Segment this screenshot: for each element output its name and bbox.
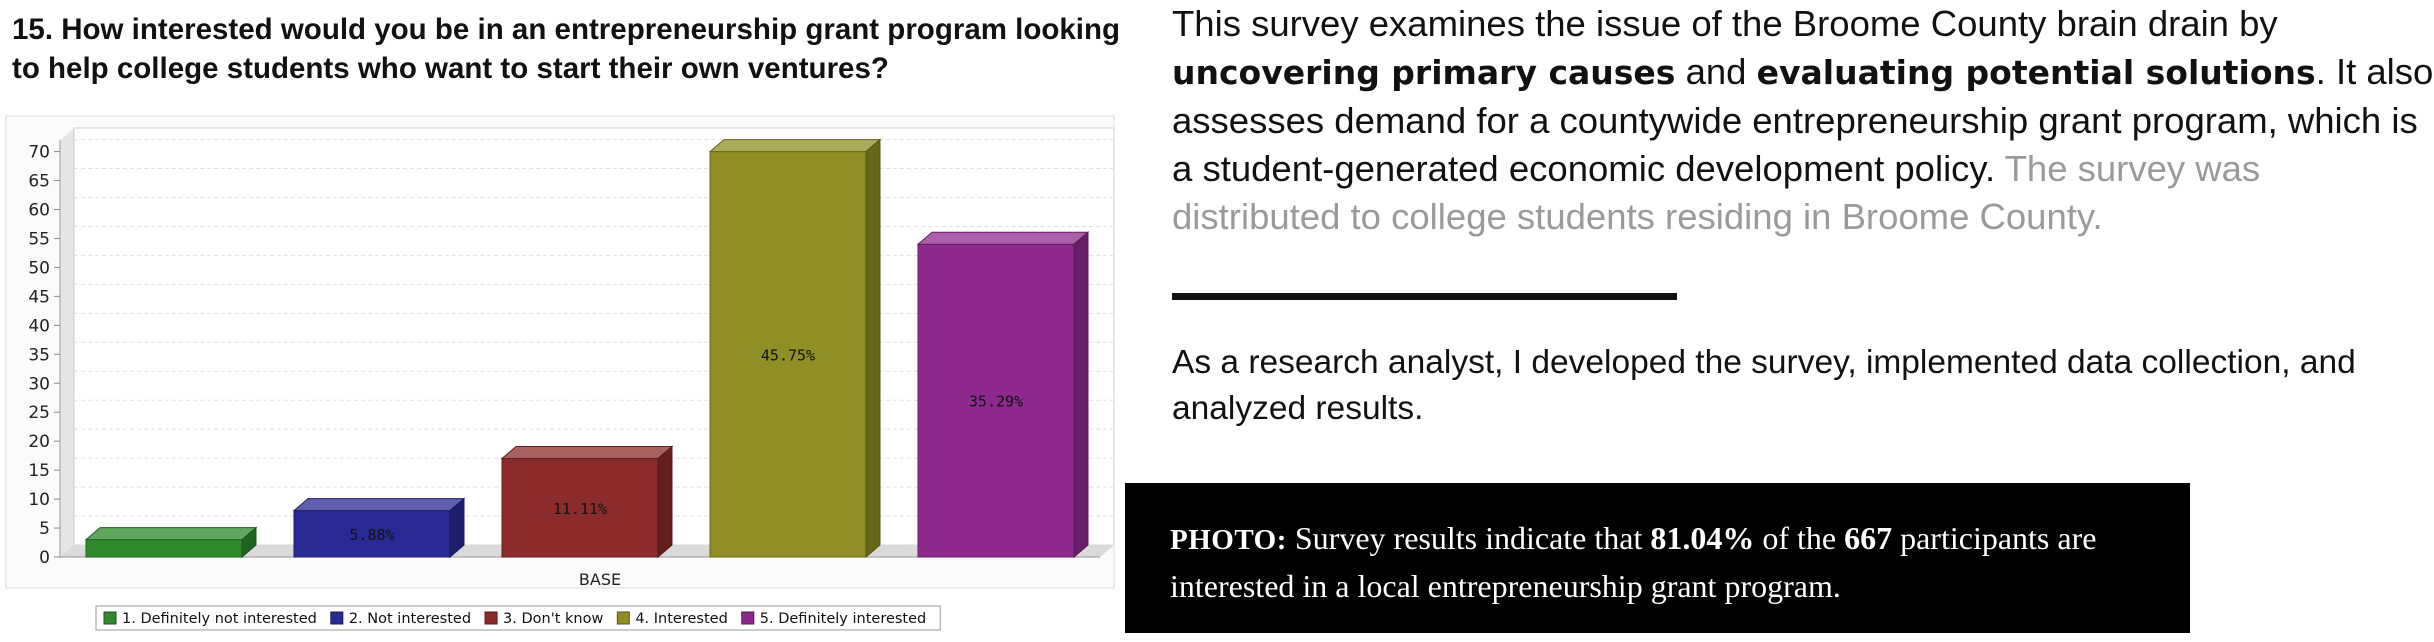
y-tick-label: 5 xyxy=(39,519,50,539)
photo-caption-box: PHOTO: Survey results indicate that 81.0… xyxy=(1125,483,2190,633)
bar-side xyxy=(241,526,257,559)
intro-text-1: This survey examines the issue of the Br… xyxy=(1172,3,2278,44)
bars: 5.88% 11.11% 45.75% 35.29% xyxy=(84,138,1090,559)
back-wall-left xyxy=(60,128,74,557)
legend-item-5: 5. Definitely interested xyxy=(741,611,926,627)
legend-label: 3. Don't know xyxy=(503,611,603,627)
analyst-role-text: As a research analyst, I developed the s… xyxy=(1172,344,2356,427)
bar-top xyxy=(500,446,674,460)
bar-top xyxy=(292,498,466,512)
bar-5: 35.29% xyxy=(916,231,1090,559)
legend-item-4: 4. Interested xyxy=(616,611,728,627)
legend-label: 2. Not interested xyxy=(349,611,471,627)
x-axis-label: BASE xyxy=(579,570,621,589)
bar-chart: 0 5 10 15 20 25 30 35 40 45 50 55 60 65 70 BASE 5.88% 11… xyxy=(5,115,1115,631)
bar-1 xyxy=(84,526,258,559)
legend-item-2: 2. Not interested xyxy=(330,611,471,627)
y-tick-label: 55 xyxy=(28,229,50,249)
legend-label: 4. Interested xyxy=(635,611,727,627)
y-tick-label: 65 xyxy=(28,172,50,192)
photo-percentage: 81.04% xyxy=(1650,520,1755,556)
bar-top xyxy=(708,139,882,153)
y-tick-label: 70 xyxy=(28,143,50,163)
bar-data-label: 35.29% xyxy=(969,393,1023,411)
bar-front xyxy=(709,151,867,558)
intro-text-3: . It also assesses demand for a countywi… xyxy=(1172,51,2434,189)
y-tick-label: 50 xyxy=(28,258,50,278)
bar-front xyxy=(293,510,451,558)
intro-keyword-causes: uncovering primary causes xyxy=(1172,53,1676,92)
chart-legend: 1. Definitely not interested 2. Not inter… xyxy=(95,605,941,631)
photo-caption: PHOTO: Survey results indicate that 81.0… xyxy=(1170,515,2170,609)
legend-item-3: 3. Don't know xyxy=(484,611,603,627)
legend-box xyxy=(95,605,941,631)
intro-keyword-solutions: evaluating potential solutions xyxy=(1756,53,2316,92)
bar-2: 5.88% xyxy=(292,497,466,559)
y-tick-label: 30 xyxy=(28,374,50,394)
bar-side xyxy=(657,445,673,559)
legend-swatch xyxy=(330,611,344,625)
bar-data-label: 45.75% xyxy=(761,346,815,364)
bar-data-label: 11.11% xyxy=(553,500,607,518)
y-tick-label: 45 xyxy=(28,287,50,307)
bar-side xyxy=(449,497,465,559)
photo-text-3: participants are interested in a local e… xyxy=(1170,520,2097,604)
y-tick-label: 25 xyxy=(28,403,50,423)
bar-front xyxy=(85,539,243,558)
photo-text-1: Survey results indicate that xyxy=(1286,520,1651,556)
photo-participant-count: 667 xyxy=(1844,520,1893,556)
bar-side xyxy=(865,138,881,559)
bar-data-label: 5.88% xyxy=(349,526,394,544)
bar-top xyxy=(84,527,258,541)
legend-swatch xyxy=(616,611,630,625)
legend-item-1: 1. Definitely not interested xyxy=(103,611,317,627)
y-tick-label: 40 xyxy=(28,316,50,336)
photo-text-2: of the xyxy=(1754,520,1845,556)
y-tick-label: 20 xyxy=(28,432,50,452)
y-tick-label: 35 xyxy=(28,345,50,365)
legend-label: 1. Definitely not interested xyxy=(122,611,317,627)
section-divider xyxy=(1172,293,1677,300)
intro-text-2: and xyxy=(1675,51,1757,92)
bar-4: 45.75% xyxy=(708,138,882,559)
y-tick-label: 15 xyxy=(28,461,50,481)
bar-front xyxy=(501,458,659,558)
legend-label: 5. Definitely interested xyxy=(760,611,926,627)
bar-side xyxy=(1073,231,1089,559)
legend-swatch xyxy=(741,611,755,625)
bar-top xyxy=(916,231,1090,245)
survey-intro: This survey examines the issue of the Br… xyxy=(1172,0,2434,241)
legend-swatch xyxy=(103,611,117,625)
photo-label: PHOTO: xyxy=(1170,524,1287,556)
bar-3: 11.11% xyxy=(500,445,674,559)
intro-distribution-note: The survey was distributed to college st… xyxy=(1172,148,2261,237)
y-tick-label: 10 xyxy=(28,490,50,510)
y-tick-label: 0 xyxy=(39,548,50,568)
y-tick-label: 60 xyxy=(28,201,50,221)
chart-question-title: 15. How interested would you be in an en… xyxy=(12,13,1121,85)
legend-swatch xyxy=(484,611,498,625)
